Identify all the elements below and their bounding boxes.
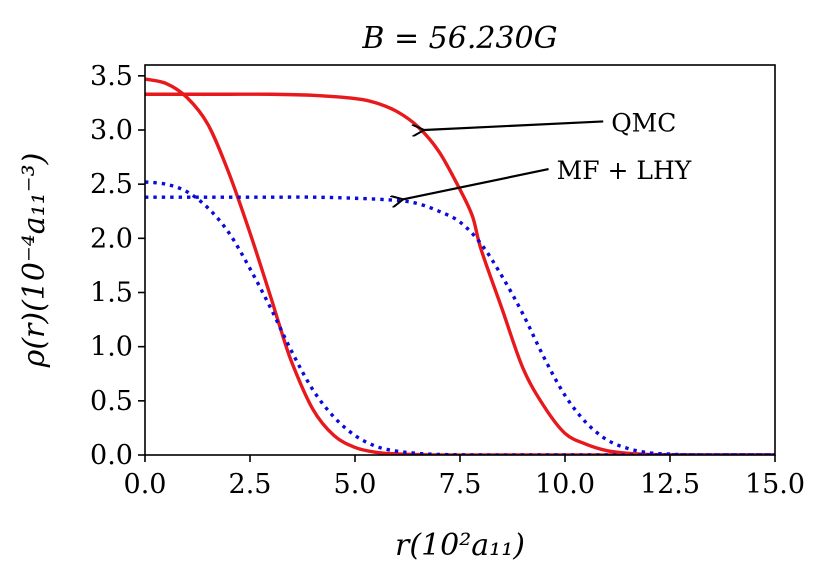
y-tick-label: 2.0 xyxy=(90,223,133,254)
annotation-label-2: MF + LHY xyxy=(557,156,692,185)
y-tick-label: 2.5 xyxy=(90,169,133,200)
x-tick-label: 7.5 xyxy=(439,469,482,500)
series-line-3 xyxy=(145,195,775,455)
y-tick-label: 0.5 xyxy=(90,386,133,417)
y-tick-label: 3.0 xyxy=(90,115,133,146)
x-tick-label: 10.0 xyxy=(535,469,595,500)
axes-group: 0.0 2.5 5.0 7.5 10.0 12.5 15.0 0.0 0.5 1.0 1.5 2.0 2… xyxy=(17,21,805,563)
annotation-group: QMC MF + LHY xyxy=(403,108,692,199)
x-axis-label: r(10²a₁₁) xyxy=(395,528,525,563)
y-tick-label: 1.5 xyxy=(90,278,133,309)
annotation-label-1: QMC xyxy=(611,108,676,137)
y-tick-label: 3.5 xyxy=(90,61,133,92)
y-axis-label: ρ(r)(10⁻⁴a₁₁⁻³) xyxy=(17,153,52,369)
series-line-2 xyxy=(145,77,775,455)
x-tick-label: 2.5 xyxy=(229,469,272,500)
y-tick-label: 0.0 xyxy=(90,440,133,471)
x-tick-label: 5.0 xyxy=(334,469,377,500)
chart-title: B = 56.230G xyxy=(361,21,557,56)
annotation-arrow-2 xyxy=(403,168,549,199)
annotation-arrow-1 xyxy=(424,120,604,130)
x-tick-label: 12.5 xyxy=(640,469,700,500)
x-tick-label: 0.0 xyxy=(124,469,167,500)
x-tick-label: 15.0 xyxy=(745,469,805,500)
y-tick-label: 1.0 xyxy=(90,332,133,363)
